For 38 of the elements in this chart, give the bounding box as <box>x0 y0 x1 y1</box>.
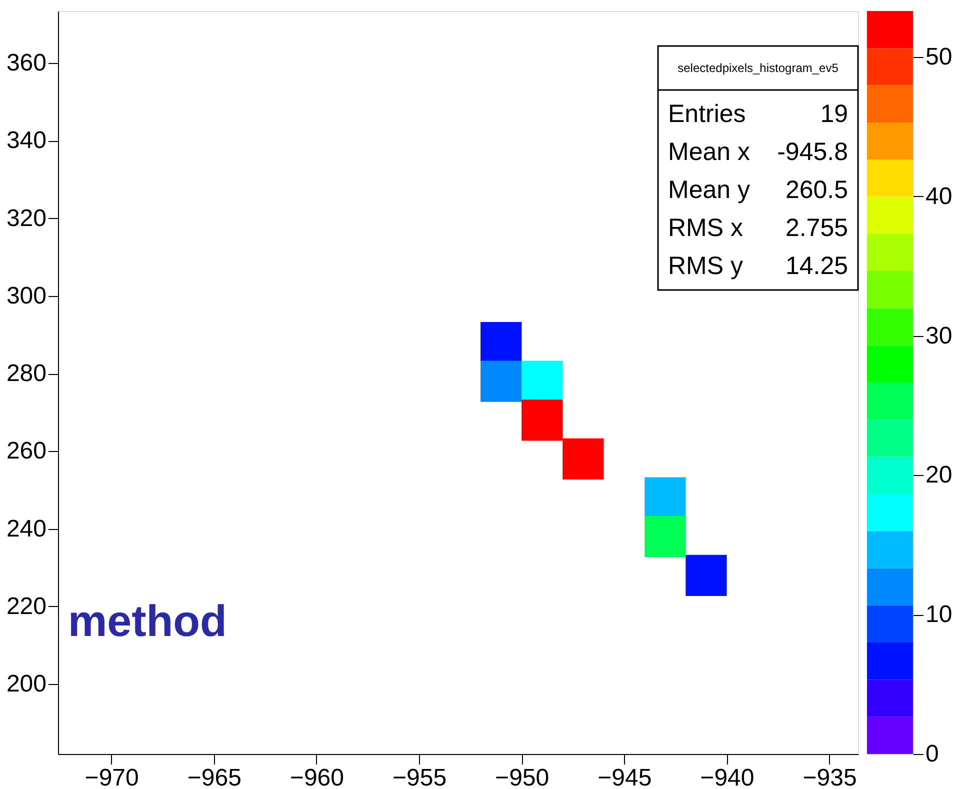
y-tick-label: 240 <box>6 515 46 542</box>
y-tick-label: 280 <box>6 360 46 388</box>
text: RMS y 14.25 <box>668 252 848 280</box>
x-tick-label: −955 <box>392 764 447 789</box>
y-tick-label: 360 <box>6 50 46 77</box>
annotation: Mean x -945.8 <box>668 138 848 166</box>
x-tick-label: −945 <box>598 764 652 789</box>
y-tick-label: 220 <box>6 592 46 620</box>
point <box>480 360 522 402</box>
point <box>522 360 563 402</box>
point <box>644 516 686 558</box>
color-bar-label: 10 <box>926 601 952 628</box>
x-tick-label: −935 <box>802 764 857 789</box>
text: Mean y 260.5 <box>668 176 848 204</box>
point <box>480 322 522 364</box>
y-tick-label: 260 <box>6 438 46 465</box>
x-tick-label: −970 <box>84 764 139 789</box>
y-tick-label: 340 <box>6 127 46 154</box>
point <box>522 400 563 441</box>
color-bar-label: 0 <box>926 740 939 768</box>
color-bar-label: 20 <box>926 462 952 489</box>
y-tick-label: 200 <box>6 670 46 698</box>
y-tick-label: 320 <box>6 204 46 232</box>
color-bar-label: 40 <box>926 182 952 210</box>
x-tick-label: −940 <box>700 764 754 789</box>
x-tick-label: −950 <box>495 764 550 789</box>
color-bar-label: 50 <box>926 44 952 70</box>
y-tick-label: 300 <box>6 282 46 310</box>
annotation: selectedpixels_histogram_ev5 <box>678 61 839 75</box>
point <box>686 554 727 596</box>
point <box>562 438 604 480</box>
annotation: method <box>68 597 227 646</box>
x-tick-label: −960 <box>290 764 344 789</box>
point <box>644 477 686 518</box>
text: RMS x 2.755 <box>668 214 848 242</box>
text: Entries 19 <box>668 100 848 128</box>
x-tick-label: −965 <box>187 764 242 789</box>
color-bar-label: 30 <box>926 322 952 350</box>
